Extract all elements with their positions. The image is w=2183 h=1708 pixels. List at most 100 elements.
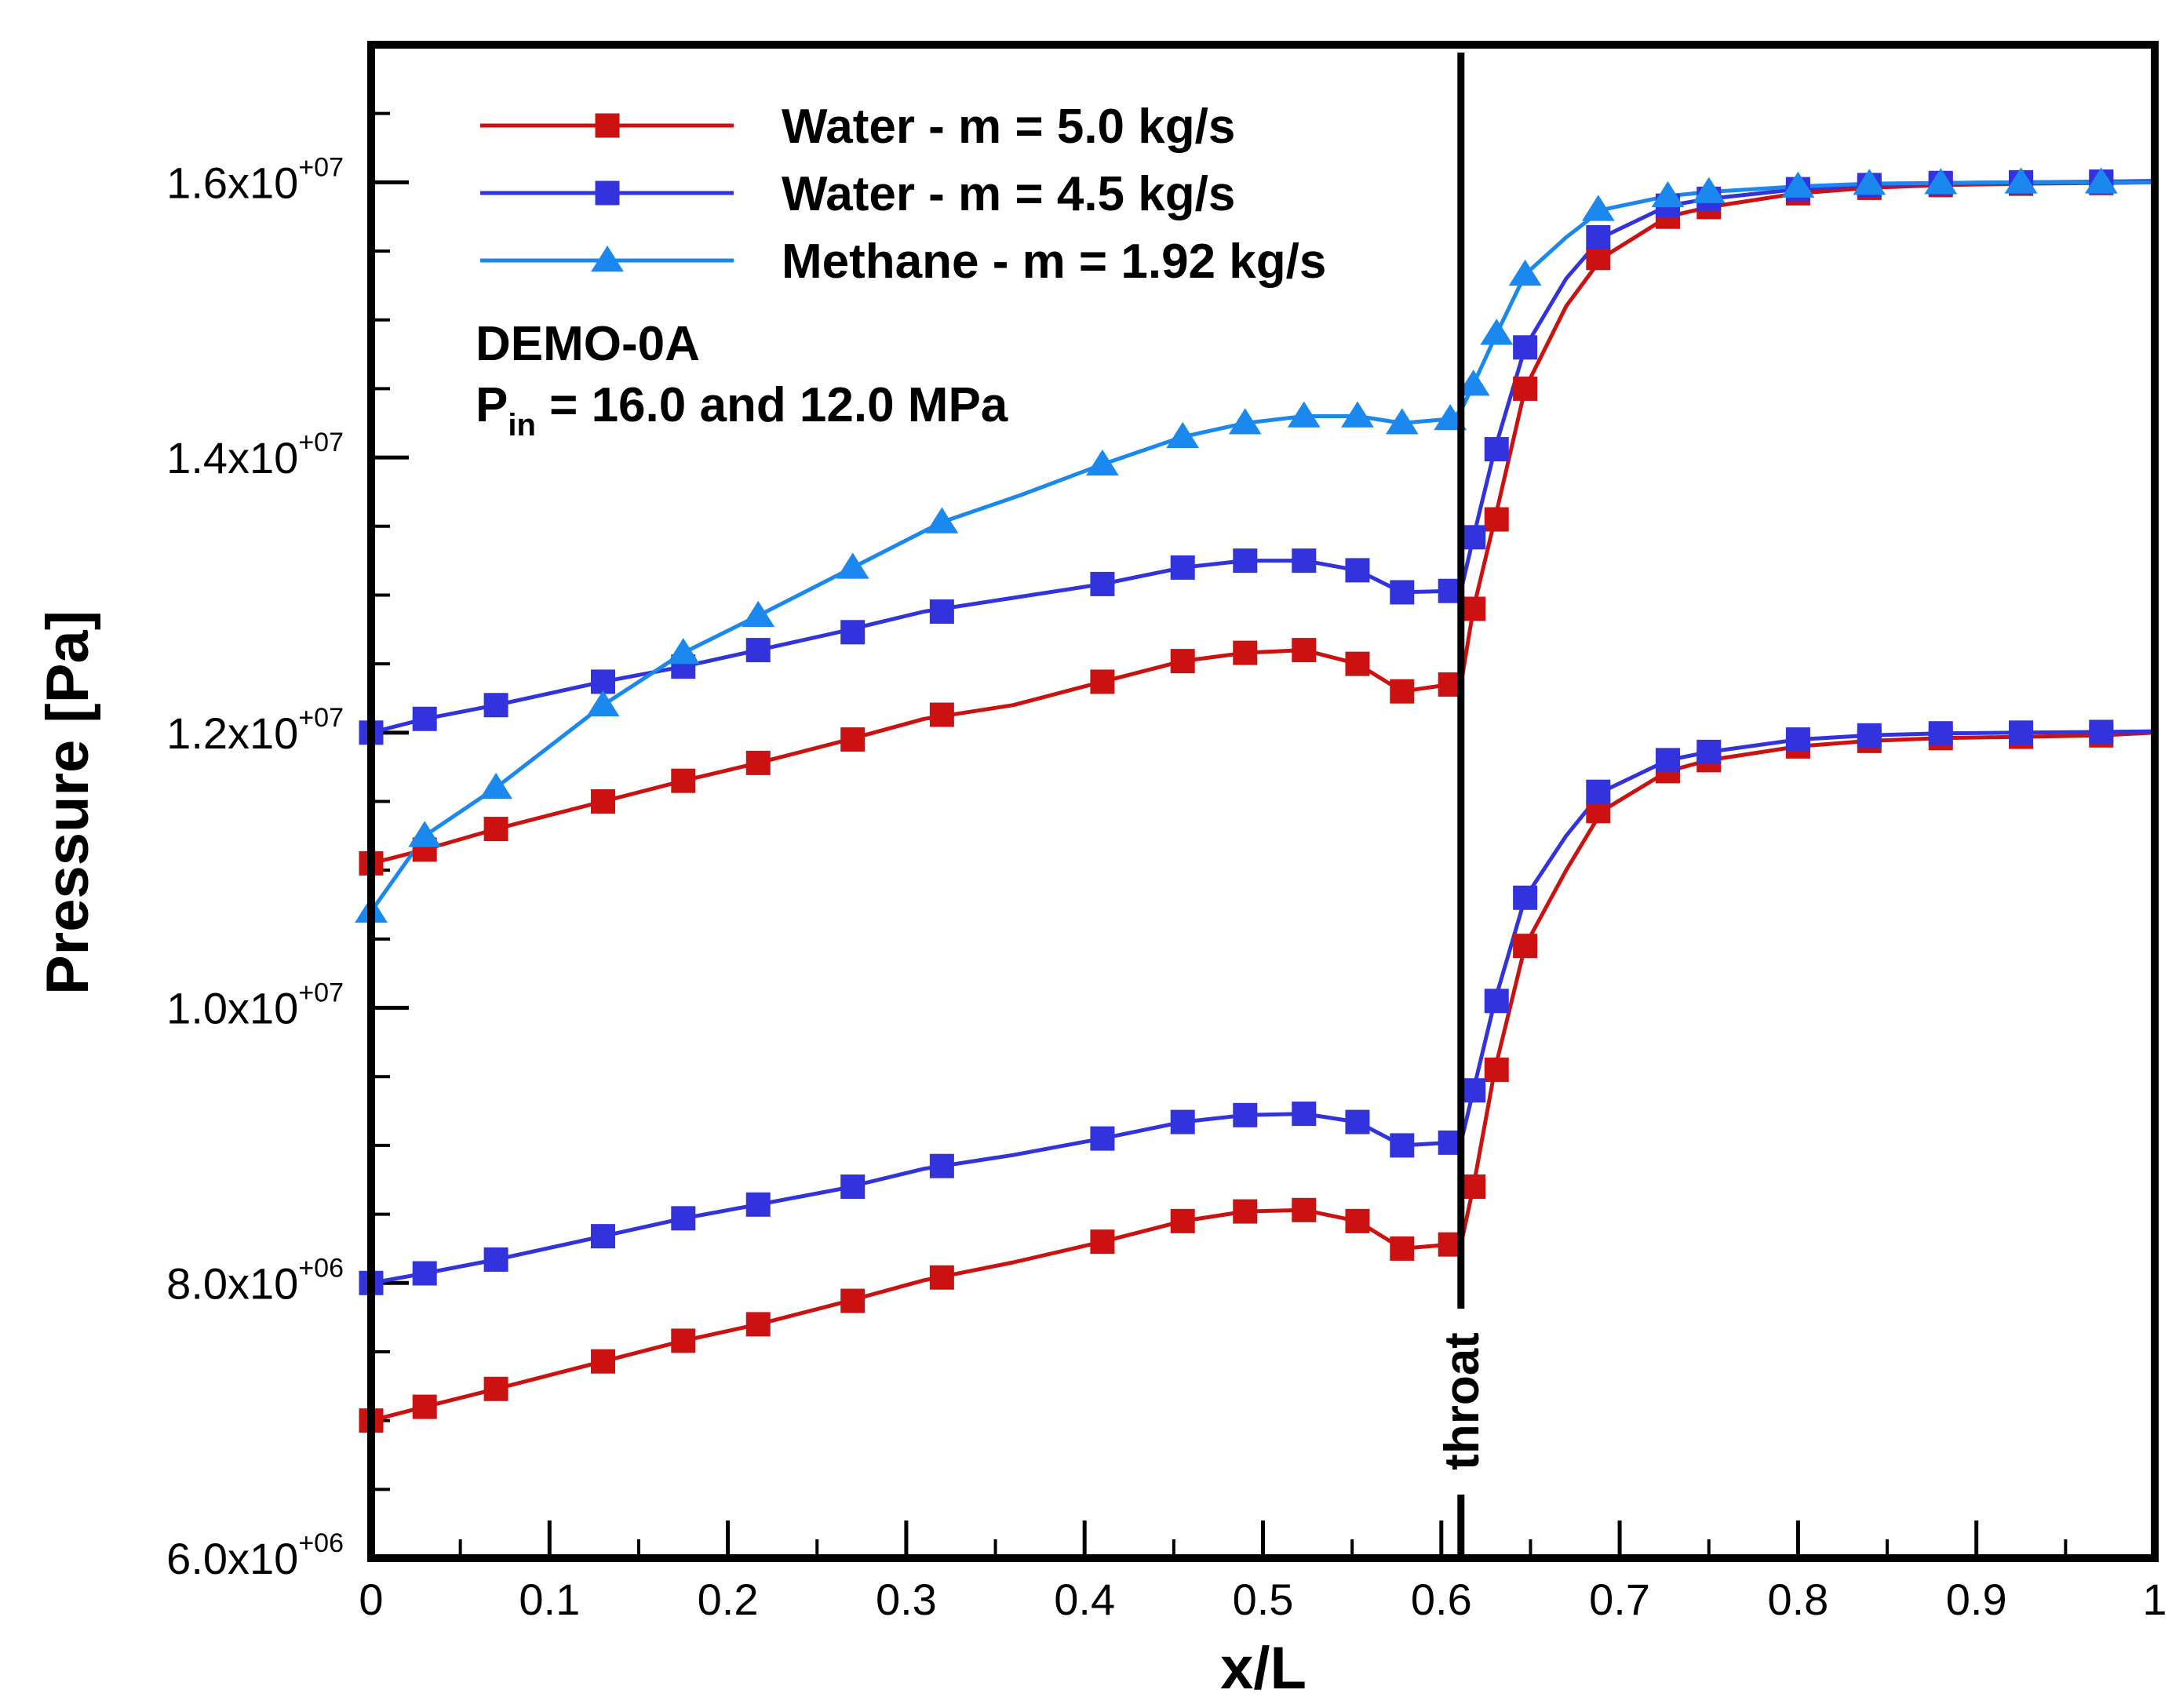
series-4-point	[840, 1288, 866, 1313]
series-5-point	[671, 1206, 696, 1231]
series-3-point	[586, 690, 620, 716]
series-5-point	[1785, 727, 1810, 752]
x-tick-label: 0.1	[519, 1575, 580, 1624]
series-4-point	[1090, 1229, 1115, 1255]
series-3-point	[1287, 401, 1321, 428]
series-3-point	[1385, 408, 1419, 435]
series-5-point	[840, 1174, 866, 1200]
series-5-point	[2009, 720, 2034, 745]
series-5-point	[1292, 1102, 1317, 1127]
series-3-point	[2004, 167, 2038, 194]
series-3-point	[1651, 180, 1685, 208]
series-2-point	[1513, 335, 1538, 360]
series-1-point	[745, 750, 771, 775]
series-2-point	[483, 693, 508, 718]
series-4-point	[590, 1349, 615, 1374]
x-tick-label: 1	[2142, 1575, 2167, 1624]
series-5-point	[1090, 1126, 1115, 1151]
legend-marker-2	[595, 180, 620, 206]
series-5-point	[1857, 723, 1882, 748]
series-5-point	[412, 1261, 437, 1286]
series-3-point	[1508, 259, 1542, 286]
series-4-point	[1390, 1236, 1415, 1261]
series-3-point	[1166, 421, 1200, 449]
series-3-point	[925, 507, 959, 534]
series-2-point	[1090, 571, 1115, 596]
y-axis-title: Pressure [Pa]	[35, 610, 101, 995]
case-name: DEMO-0A	[476, 317, 700, 371]
plot-frame	[367, 41, 2159, 1562]
series-4-point	[1345, 1208, 1370, 1233]
series-2-point	[1170, 555, 1195, 580]
series-4-point	[1233, 1199, 1258, 1224]
series-1-point	[1484, 507, 1509, 532]
series-5-point	[1484, 989, 1509, 1014]
series-1-point	[1513, 376, 1538, 401]
series-5-point	[1233, 1102, 1258, 1127]
series-2-point	[1484, 437, 1509, 462]
series-3-point	[1228, 408, 1262, 435]
series-4-point	[1513, 934, 1538, 959]
legend-marker-1	[595, 113, 620, 138]
series-1-point	[1170, 649, 1195, 674]
x-tick-label: 0.6	[1411, 1575, 1472, 1624]
series-2-point	[929, 599, 954, 624]
series-3-point	[479, 772, 513, 799]
series-4-point	[671, 1328, 696, 1353]
x-tick-label: 0.9	[1946, 1575, 2007, 1624]
series-5-point	[2089, 719, 2114, 745]
y-tick-label: 1.0x10+07	[166, 978, 344, 1033]
series-3-point	[1341, 401, 1374, 428]
x-tick-label: 0.3	[876, 1575, 937, 1624]
series-4-point	[1484, 1057, 1509, 1082]
y-tick-label: 8.0x10+06	[166, 1253, 344, 1308]
series-1-point	[1090, 669, 1115, 694]
series-5-point	[1586, 779, 1611, 804]
series-5-point	[1390, 1133, 1415, 1158]
x-tick-label: 0.4	[1054, 1575, 1115, 1624]
series-3-point	[2084, 167, 2118, 194]
series-3-point	[1853, 169, 1886, 195]
series-5-point	[1928, 721, 1953, 746]
series-1-point	[1233, 640, 1258, 665]
series-5-point	[1696, 739, 1722, 764]
series-4-point	[1170, 1208, 1195, 1233]
series-4-point	[1292, 1197, 1317, 1222]
series-5-point	[483, 1247, 508, 1272]
series-3-point	[1924, 168, 1958, 195]
series-4-point	[745, 1312, 771, 1337]
series-1-point	[590, 789, 615, 814]
y-tick-label: 6.0x10+06	[166, 1528, 344, 1583]
x-tick-label: 0.2	[698, 1575, 759, 1624]
series-5-point	[1345, 1109, 1370, 1134]
series-3-point	[836, 552, 869, 579]
series-4-point	[1461, 1174, 1486, 1200]
series-1-point	[1586, 246, 1611, 271]
series-4-point	[483, 1376, 508, 1401]
series-2-point	[1345, 558, 1370, 583]
series-5-point	[745, 1192, 771, 1217]
y-tick-label: 1.2x10+07	[166, 703, 344, 758]
series-1-point	[1390, 679, 1415, 704]
series-2-point	[1461, 525, 1486, 550]
series-1-point	[1292, 638, 1317, 663]
series-5-point	[1655, 748, 1680, 773]
series-3-point	[408, 821, 442, 847]
series-3-point	[1781, 171, 1815, 198]
legend-label-3: Methane - m = 1.92 kg/s	[782, 235, 1326, 289]
series-3-point	[666, 638, 700, 665]
legend-marker-3	[591, 246, 624, 272]
series-5-point	[1461, 1078, 1486, 1103]
throat-label: throat	[1435, 1332, 1489, 1470]
series-3-point	[1086, 449, 1119, 476]
series-2-point	[1292, 548, 1317, 574]
series-1-point	[483, 817, 508, 842]
series-3-point	[1456, 370, 1490, 396]
x-tick-label: 0	[359, 1575, 383, 1624]
series-3-point	[1692, 177, 1726, 203]
legend-label-1: Water - m = 5.0 kg/s	[782, 100, 1235, 154]
series-1-point	[671, 768, 696, 793]
legend-label-2: Water - m = 4.5 kg/s	[782, 167, 1235, 221]
series-2-point	[1390, 580, 1415, 605]
